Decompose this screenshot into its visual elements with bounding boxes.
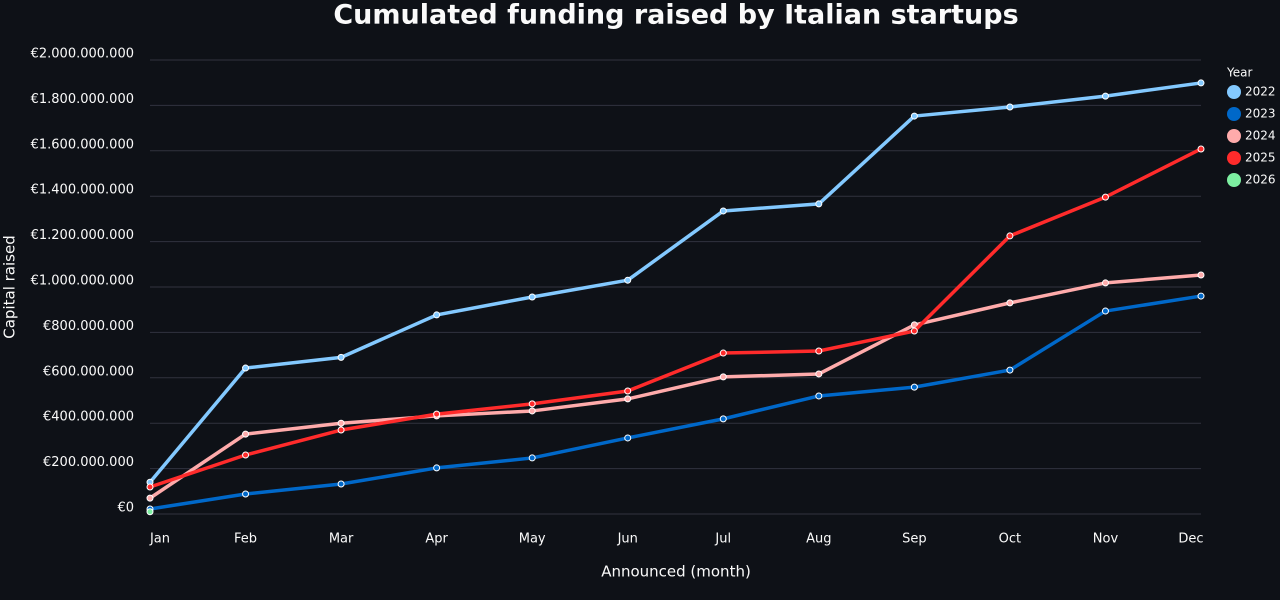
- data-point: [815, 347, 823, 355]
- y-tick-label: €400.000.000: [43, 410, 134, 425]
- data-point: [1101, 307, 1109, 315]
- data-point: [624, 434, 632, 442]
- chart-title: Cumulated funding raised by Italian star…: [333, 0, 1018, 31]
- data-point: [337, 419, 345, 427]
- data-point: [337, 480, 345, 488]
- legend-title: Year: [1226, 66, 1252, 80]
- y-tick-label: €200.000.000: [43, 455, 134, 470]
- x-tick-label: Jan: [149, 532, 170, 547]
- data-point: [146, 508, 154, 516]
- y-tick-label: €1.600.000.000: [31, 137, 134, 152]
- data-point: [910, 112, 918, 120]
- legend-label: 2025: [1245, 151, 1276, 165]
- x-tick-label: Dec: [1178, 532, 1203, 547]
- data-point: [719, 373, 727, 381]
- y-tick-label: €2.000.000.000: [31, 47, 134, 62]
- data-point: [910, 327, 918, 335]
- data-point: [815, 370, 823, 378]
- data-point: [1197, 145, 1205, 153]
- x-tick-label: Apr: [425, 532, 448, 547]
- x-tick-label: May: [519, 532, 546, 547]
- data-point: [1101, 279, 1109, 287]
- data-point: [719, 207, 727, 215]
- y-tick-label: €0: [117, 501, 134, 516]
- legend-swatch: [1227, 129, 1241, 143]
- data-point: [433, 311, 441, 319]
- x-tick-label: Jun: [617, 532, 638, 547]
- data-point: [1197, 292, 1205, 300]
- data-point: [1006, 366, 1014, 374]
- x-tick-label: Jul: [714, 532, 731, 547]
- x-tick-label: Oct: [999, 532, 1021, 547]
- data-point: [433, 410, 441, 418]
- y-tick-label: €1.000.000.000: [31, 274, 134, 289]
- data-point: [719, 349, 727, 357]
- data-point: [242, 430, 250, 438]
- y-tick-label: €800.000.000: [43, 319, 134, 334]
- data-point: [1197, 271, 1205, 279]
- data-point: [242, 451, 250, 459]
- x-tick-label: Nov: [1093, 532, 1119, 547]
- data-point: [242, 364, 250, 372]
- x-tick-label: Sep: [902, 532, 927, 547]
- series-line: [149, 294, 1202, 511]
- data-point: [1006, 103, 1014, 111]
- data-point: [719, 415, 727, 423]
- data-point: [337, 353, 345, 361]
- data-point: [910, 383, 918, 391]
- legend-swatch: [1227, 85, 1241, 99]
- data-point: [146, 483, 154, 491]
- legend-swatch: [1227, 107, 1241, 121]
- data-point: [433, 464, 441, 472]
- series-line: [148, 81, 1202, 484]
- data-point: [1006, 232, 1014, 240]
- y-axis-title: Capital raised: [1, 235, 19, 338]
- legend-label: 2023: [1245, 107, 1276, 121]
- data-point: [528, 400, 536, 408]
- data-point: [528, 293, 536, 301]
- legend-swatch: [1227, 151, 1241, 165]
- y-tick-label: €1.800.000.000: [31, 92, 134, 107]
- data-point: [1101, 193, 1109, 201]
- series-line: [149, 147, 1202, 489]
- data-point: [528, 407, 536, 415]
- data-point: [624, 276, 632, 284]
- data-point: [1197, 79, 1205, 87]
- data-point: [1006, 299, 1014, 307]
- data-point: [242, 490, 250, 498]
- data-point: [815, 392, 823, 400]
- data-point: [337, 426, 345, 434]
- y-tick-label: €1.400.000.000: [31, 183, 134, 198]
- data-point: [815, 200, 823, 208]
- legend-label: 2022: [1245, 85, 1276, 99]
- data-point: [1101, 92, 1109, 100]
- data-point: [624, 387, 632, 395]
- x-tick-label: Mar: [329, 532, 354, 547]
- x-tick-label: Feb: [234, 532, 257, 547]
- x-axis-title: Announced (month): [601, 563, 751, 581]
- legend-label: 2026: [1245, 173, 1276, 187]
- data-point: [528, 454, 536, 462]
- y-tick-label: €1.200.000.000: [31, 228, 134, 243]
- legend-label: 2024: [1245, 129, 1276, 143]
- data-point: [146, 494, 154, 502]
- y-tick-label: €600.000.000: [43, 364, 134, 379]
- series-line: [149, 273, 1202, 500]
- data-point: [624, 395, 632, 403]
- x-tick-label: Aug: [806, 532, 831, 547]
- legend-swatch: [1227, 173, 1241, 187]
